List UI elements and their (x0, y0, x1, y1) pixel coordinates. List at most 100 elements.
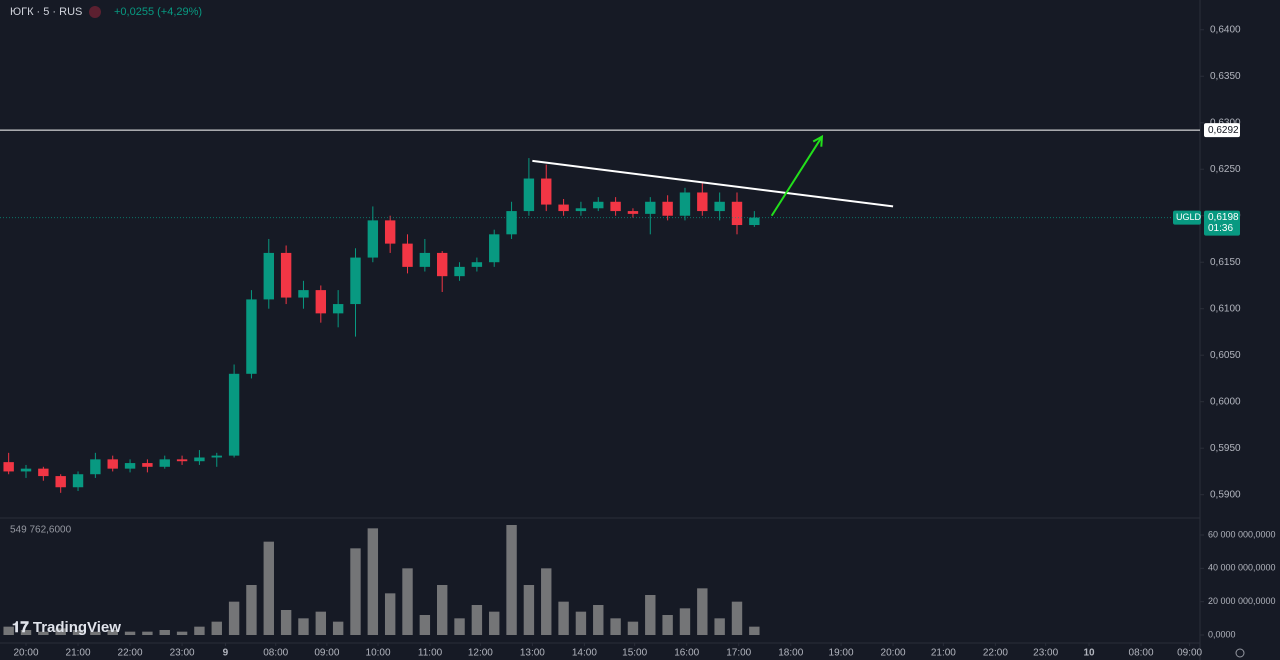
volume-bar (593, 605, 604, 635)
settings-icon[interactable] (1235, 648, 1245, 658)
candle-body (228, 373, 240, 456)
x-tick-label: 23:00 (170, 648, 195, 659)
volume-bar (558, 601, 569, 635)
volume-bar (610, 618, 621, 635)
candle-body (627, 211, 639, 214)
y-tick-label: 0,6000 (1210, 396, 1241, 407)
level-label: 0,6292 (1208, 125, 1239, 136)
volume-bar (367, 528, 379, 635)
y-tick-label: 0,6150 (1210, 257, 1241, 268)
x-tick-label: 22:00 (118, 648, 143, 659)
candle-body (436, 252, 448, 277)
candle-body (384, 220, 396, 244)
candle-body (679, 192, 691, 216)
brand-text: TradingView (33, 619, 121, 636)
y-tick-label: 0,5950 (1210, 443, 1241, 454)
candle-body (55, 476, 66, 488)
x-tick-label: 09:00 (314, 648, 339, 659)
x-tick-label: 08:00 (263, 648, 288, 659)
candle-body (20, 468, 32, 472)
volume-bar (575, 611, 587, 635)
volume-bar (471, 605, 483, 635)
y-tick-label: 0,6100 (1210, 303, 1241, 314)
candle-body (315, 290, 327, 314)
volume-bar (176, 631, 188, 635)
candle-body (697, 192, 708, 212)
y-tick-label: 0,6400 (1210, 24, 1241, 35)
candle-body (38, 468, 49, 477)
volume-bar (731, 601, 743, 635)
volume-bar (159, 630, 170, 635)
volume-bar (645, 595, 656, 635)
volume-bar (142, 631, 153, 635)
drawing-line (770, 136, 823, 217)
candle-body (662, 201, 673, 216)
candle-body (575, 208, 587, 212)
volume-bar (749, 626, 760, 635)
symbol: ЮГК · 5 · RUS (10, 6, 82, 18)
volume-bar (72, 630, 84, 635)
candle-body (402, 243, 413, 267)
candle-body (176, 459, 188, 462)
volume-label: 549 762,6000 (10, 525, 72, 536)
x-tick-label: 10:00 (366, 648, 391, 659)
volume-bar (194, 626, 205, 635)
volume-bar (662, 615, 673, 635)
volume-bar (211, 621, 222, 635)
volume-bar (38, 631, 49, 635)
volume-bar (280, 610, 292, 635)
x-tick-label: 22:00 (983, 648, 1008, 659)
candle-body (523, 178, 535, 212)
level-label-box (1204, 123, 1240, 138)
x-tick-label: 19:00 (829, 648, 854, 659)
volume-bar (350, 548, 361, 635)
last-price-box (1204, 210, 1240, 236)
volume-bar (263, 541, 274, 635)
candle-body (731, 201, 743, 226)
y-tick-label: 0,6050 (1210, 350, 1241, 361)
candle-body (211, 455, 222, 458)
volume-bar (20, 630, 32, 635)
indicator-icon[interactable] (89, 6, 101, 18)
volume-bar (436, 585, 448, 635)
volume-bar (124, 631, 136, 635)
volume-bar (107, 630, 118, 635)
volume-bar (697, 588, 708, 635)
volume-bar (454, 618, 465, 635)
x-tick-label: 21:00 (66, 648, 91, 659)
y-tick-label: 60 000 000,0000 (1208, 529, 1276, 539)
volume-bar (627, 621, 639, 635)
countdown-label: 01:36 (1208, 223, 1233, 234)
y-tick-label: 0,6350 (1210, 71, 1241, 82)
candle-body (610, 201, 621, 212)
volume-bar (541, 568, 552, 635)
x-tick-label: 08:00 (1129, 648, 1154, 659)
candle-body (124, 463, 136, 469)
x-tick-label: 9 (223, 648, 229, 659)
candle-body (298, 290, 309, 298)
volume-bar (3, 626, 14, 635)
x-tick-label: 11:00 (418, 648, 443, 659)
candle-body (90, 459, 101, 475)
y-tick-label: 20 000 000,0000 (1208, 596, 1276, 606)
candle-body (72, 474, 84, 488)
x-tick-label: 16:00 (674, 648, 699, 659)
volume-bar (55, 628, 66, 635)
brand[interactable]: 𝟏𝟕 TradingView (12, 619, 121, 636)
candle-body (489, 234, 500, 263)
candle-body (107, 459, 118, 469)
volume-bar (90, 631, 101, 635)
ticker-label: UGLD (1176, 212, 1202, 222)
y-tick-label: 0,5900 (1210, 489, 1241, 500)
volume-bar (489, 611, 500, 635)
x-tick-label: 14:00 (572, 648, 597, 659)
volume-bar (315, 611, 327, 635)
x-tick-label: 12:00 (468, 648, 493, 659)
plot: 0,5900 0,5950 0,6000 0,6050 0,6100 0,6150 0,62… (0, 24, 1276, 659)
candle-body (263, 252, 274, 300)
candle-body (471, 262, 483, 267)
volume-bar (384, 593, 396, 635)
volume-bar (332, 621, 344, 635)
